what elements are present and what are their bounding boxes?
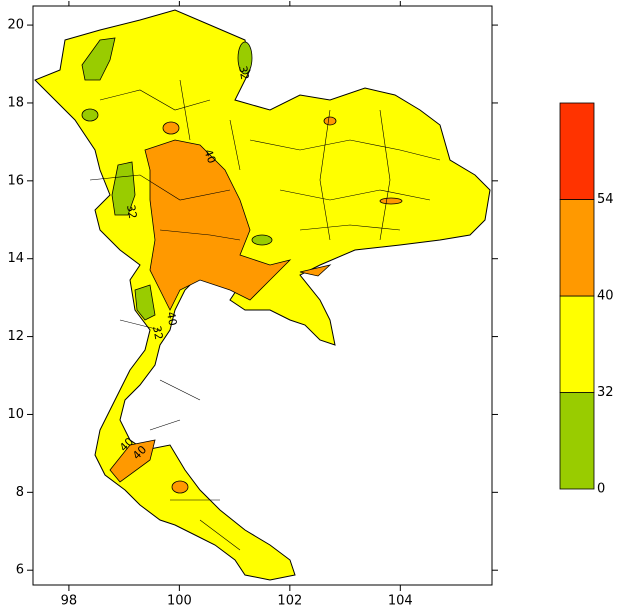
hot-zone	[323, 116, 337, 126]
y-tick-label: 16	[7, 173, 24, 188]
colorbar-segment	[559, 199, 595, 297]
hot-zone	[144, 139, 292, 311]
x-tick-label: 102	[277, 594, 302, 609]
province-border	[89, 79, 441, 551]
cool-zone	[251, 234, 273, 246]
colorbar-label: 54	[597, 192, 614, 207]
colorbar-segment	[559, 392, 595, 490]
y-tick-label: 12	[7, 329, 24, 344]
colorbar-label: 0	[597, 482, 605, 497]
y-tick-label: 14	[7, 251, 24, 266]
x-tick-label: 104	[388, 594, 413, 609]
colorbar-label: 32	[597, 385, 614, 400]
contour-label: 40	[164, 311, 179, 327]
colorbar-label: 40	[597, 289, 614, 304]
hot-zone	[171, 480, 189, 494]
colorbar-segment	[559, 295, 595, 393]
y-tick-label: 8	[16, 485, 24, 500]
hot-zone	[379, 197, 403, 205]
y-tick-label: 10	[7, 407, 24, 422]
colorbar-segment	[559, 102, 595, 200]
hot-zone	[299, 264, 332, 277]
plot-frame	[32, 5, 493, 586]
cool-zone	[81, 37, 116, 81]
map-land	[34, 9, 491, 581]
y-tick-label: 6	[16, 563, 24, 578]
contour-label: 32	[150, 325, 165, 341]
country-shape	[34, 9, 491, 581]
contour-label: 32	[236, 65, 251, 81]
cool-zone	[81, 108, 99, 122]
y-tick-label: 20	[7, 18, 24, 33]
contour-label: 32	[124, 204, 139, 220]
hot-zone	[109, 439, 156, 483]
x-tick-label: 98	[61, 594, 78, 609]
cool-zone	[237, 41, 253, 75]
x-tick-label: 100	[167, 594, 192, 609]
hot-zone	[162, 121, 180, 135]
contour-label: 40	[201, 148, 218, 166]
y-tick-label: 18	[7, 95, 24, 110]
cool-zone	[111, 161, 136, 216]
cool-zone	[134, 284, 156, 321]
